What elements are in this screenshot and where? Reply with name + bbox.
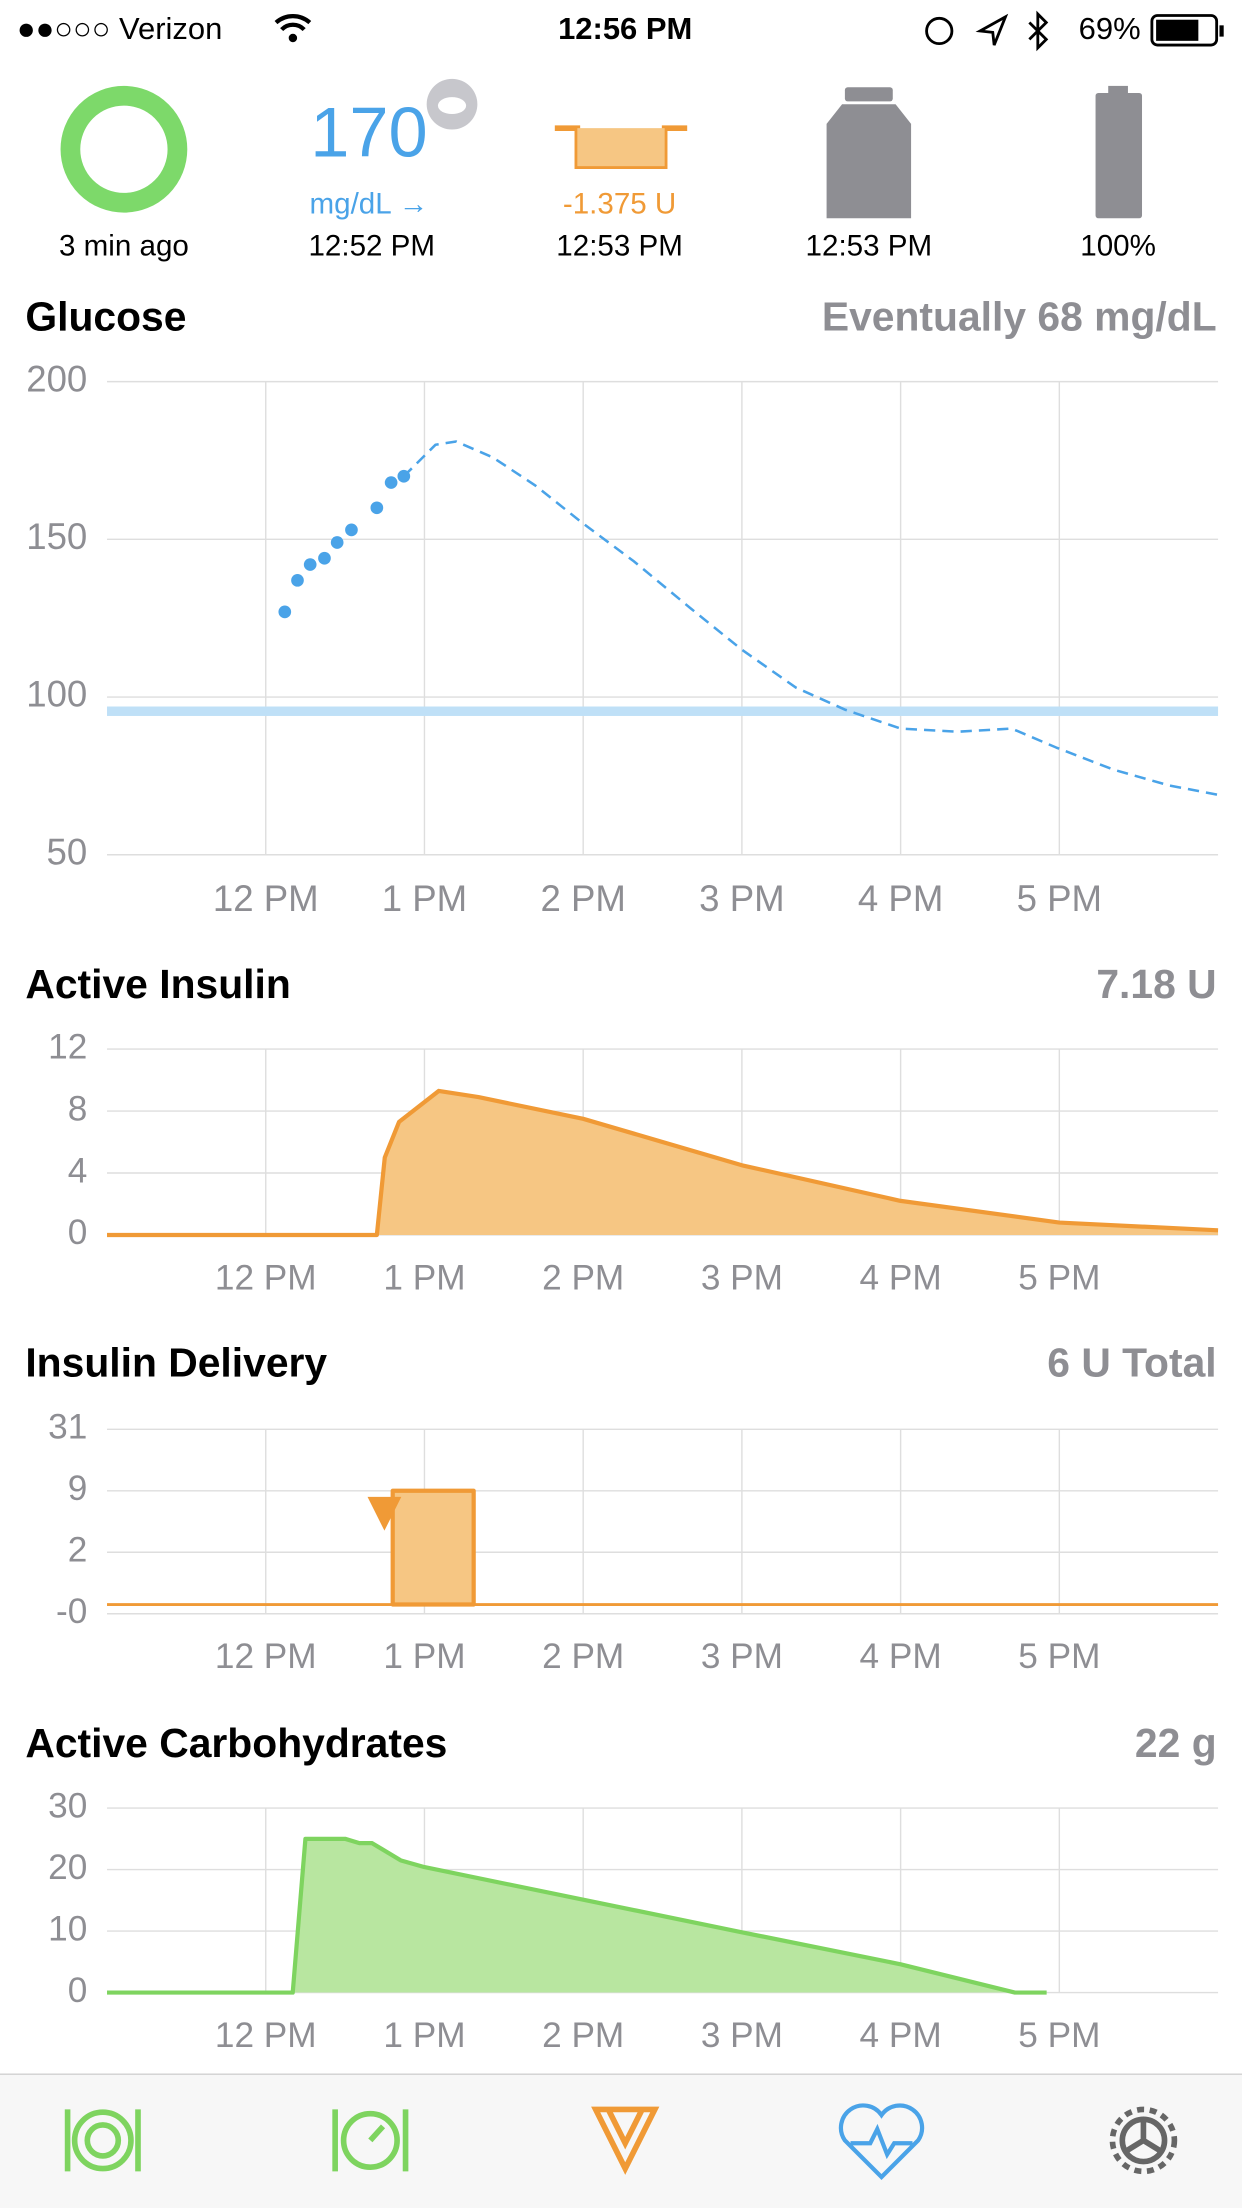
- add-carbs-tab[interactable]: [64, 2109, 141, 2172]
- health-tab[interactable]: [838, 2103, 925, 2181]
- glucose-reading: [345, 523, 358, 537]
- y-tick-label: 0: [68, 1213, 88, 1252]
- lock-icon: [925, 16, 954, 46]
- y-tick-label: 20: [48, 1848, 87, 1887]
- x-tick-label: 3 PM: [699, 878, 784, 919]
- y-tick-label: 10: [48, 1909, 87, 1948]
- x-tick-label: 5 PM: [1018, 2016, 1100, 2055]
- x-tick-label: 4 PM: [860, 1637, 942, 1676]
- x-tick-label: 1 PM: [382, 878, 467, 919]
- glucose-reading: [370, 501, 384, 515]
- y-tick-label: -0: [56, 1592, 87, 1631]
- x-tick-label: 4 PM: [860, 1258, 942, 1297]
- glucose-reading: [384, 476, 398, 489]
- chart-title: Insulin Delivery: [25, 1340, 327, 1386]
- basal-time: 12:53 PM: [556, 230, 683, 263]
- battery-level: [1156, 19, 1199, 41]
- reservoir-icon[interactable]: [826, 104, 912, 219]
- chart-title: Active Carbohydrates: [25, 1720, 447, 1766]
- charts: Glucose Eventually 68 mg/dL 12 PM 1 PM 2 PM 3…: [25, 293, 1219, 2055]
- carrier: ●●○○○ Verizon: [17, 11, 222, 46]
- glucose-reading: [291, 573, 304, 587]
- bolus-tab[interactable]: [591, 2106, 660, 2175]
- y-tick-label: 4: [68, 1151, 88, 1190]
- pump-battery-tip: [1108, 85, 1128, 95]
- battery-percent: 69%: [1079, 11, 1141, 46]
- x-tick-label: 4 PM: [858, 878, 943, 919]
- settings-tab[interactable]: [1109, 2106, 1178, 2175]
- cloud-icon: [437, 97, 467, 115]
- location-icon: [975, 13, 1009, 46]
- glucose-reading: [278, 605, 292, 619]
- x-tick-label: 1 PM: [383, 1258, 465, 1297]
- bluetooth-icon: [1028, 10, 1049, 52]
- glucose-reading: [318, 551, 331, 565]
- y-tick-label: 150: [26, 516, 87, 557]
- y-tick-label: 50: [47, 831, 88, 872]
- x-tick-label: 12 PM: [213, 878, 319, 919]
- y-tick-label: 100: [26, 674, 87, 715]
- x-tick-label: 3 PM: [701, 1258, 783, 1297]
- tab-bar: [0, 2074, 1242, 2208]
- chart-summary: Eventually 68 mg/dL: [822, 293, 1217, 339]
- x-tick-label: 5 PM: [1017, 878, 1102, 919]
- x-tick-label: 2 PM: [542, 1637, 624, 1676]
- x-tick-label: 12 PM: [215, 2016, 317, 2055]
- basal-fill: [577, 128, 665, 167]
- chart-summary: 22 g: [1135, 1720, 1217, 1766]
- x-tick-label: 1 PM: [383, 1637, 465, 1676]
- wifi-icon: [274, 14, 312, 32]
- x-tick-label: 4 PM: [860, 2016, 942, 2055]
- target-range: [107, 706, 1219, 716]
- reservoir-time: 12:53 PM: [806, 230, 933, 263]
- chart-title: Glucose: [25, 293, 186, 339]
- clock: 12:56 PM: [558, 11, 692, 46]
- reservoir-cap: [844, 87, 893, 102]
- series-line: [390, 1488, 476, 1607]
- chart-title: Active Insulin: [25, 961, 290, 1007]
- y-tick-label: 0: [68, 1971, 88, 2010]
- series-line: [107, 1088, 1219, 1238]
- y-tick-label: 8: [68, 1089, 88, 1128]
- loop-ring[interactable]: [60, 85, 188, 213]
- basal-value: -1.375 U: [563, 187, 676, 220]
- x-tick-label: 12 PM: [215, 1258, 317, 1297]
- y-tick-label: 2: [68, 1531, 88, 1570]
- wifi-dot: [288, 33, 298, 43]
- x-tick-label: 12 PM: [215, 1637, 317, 1676]
- carb-history-tab[interactable]: [332, 2109, 409, 2172]
- x-tick-label: 5 PM: [1018, 1258, 1100, 1297]
- chart-summary: 6 U Total: [1047, 1340, 1216, 1386]
- y-tick-label: 200: [26, 358, 87, 399]
- glucose-unit: mg/dL →: [310, 187, 429, 220]
- x-tick-label: 2 PM: [542, 1258, 624, 1297]
- series-line: [107, 1836, 1047, 1995]
- x-tick-label: 2 PM: [542, 2016, 624, 2055]
- x-tick-label: 3 PM: [701, 2016, 783, 2055]
- battery-tip: [1219, 25, 1224, 37]
- area-fill: [107, 1838, 1047, 1993]
- predicted-glucose: [402, 440, 1219, 797]
- loop-label: 3 min ago: [59, 230, 189, 263]
- x-tick-label: 2 PM: [540, 878, 625, 919]
- x-tick-label: 5 PM: [1018, 1637, 1100, 1676]
- area-fill: [107, 1090, 1219, 1235]
- y-tick-label: 12: [48, 1027, 87, 1066]
- battery-icon: [1150, 14, 1219, 47]
- chart-summary: 7.18 U: [1096, 961, 1216, 1007]
- glucose-reading: [303, 558, 317, 571]
- y-tick-label: 31: [48, 1408, 87, 1447]
- pump-battery-icon[interactable]: [1095, 92, 1143, 219]
- y-tick-label: 30: [48, 1786, 87, 1825]
- x-tick-label: 1 PM: [383, 2016, 465, 2055]
- glucose-time: 12:52 PM: [308, 230, 435, 263]
- glucose-value[interactable]: 170: [310, 93, 427, 172]
- x-tick-label: 3 PM: [701, 1637, 783, 1676]
- bolus-marker: [367, 1496, 402, 1531]
- glucose-reading: [330, 536, 344, 549]
- pump-battery-label: 100%: [1080, 230, 1156, 263]
- y-tick-label: 9: [68, 1469, 88, 1508]
